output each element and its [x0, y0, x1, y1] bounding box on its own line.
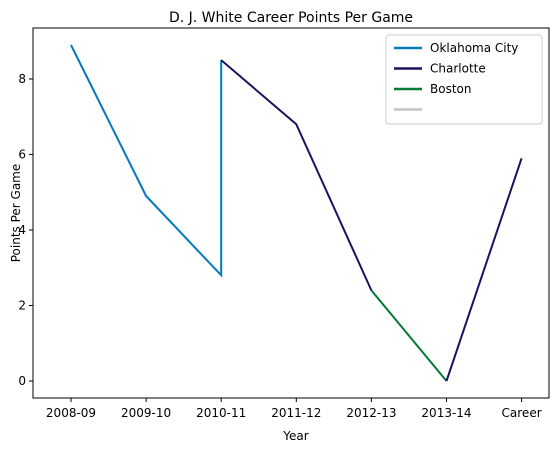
x-tick-label: 2012-13 — [346, 406, 396, 420]
chart-title: D. J. White Career Points Per Game — [169, 10, 413, 26]
legend-label: Boston — [430, 82, 471, 96]
series-line-1 — [220, 59, 373, 291]
legend-label: Oklahoma City — [430, 41, 518, 55]
y-tick-label: 2 — [18, 299, 26, 313]
y-tick-label: 4 — [18, 223, 26, 237]
series-line-2 — [370, 289, 448, 382]
x-tick-label: 2011-12 — [271, 406, 321, 420]
y-tick-label: 8 — [18, 72, 26, 86]
series-line-0 — [70, 44, 223, 278]
y-tick-label: 0 — [18, 374, 26, 388]
x-tick-label: Career — [502, 406, 542, 420]
x-axis-label: Year — [282, 429, 308, 443]
x-tick-label: 2013-14 — [421, 406, 471, 420]
series-lines — [70, 44, 523, 382]
x-tick-label: 2010-11 — [196, 406, 246, 420]
x-axis: 2008-09 2009-10 2010-11 2011-12 2012-13 2013-… — [46, 398, 542, 420]
y-axis-label: Points Per Game — [9, 164, 23, 263]
legend: Oklahoma City Charlotte Boston — [385, 34, 543, 125]
legend-label: Charlotte — [430, 62, 486, 76]
y-axis: 0 2 4 6 8 — [18, 72, 33, 388]
x-tick-label: 2008-09 — [46, 406, 96, 420]
plot-frame — [32, 27, 550, 399]
x-tick-label: 2009-10 — [121, 406, 171, 420]
legend-box — [385, 34, 543, 125]
y-tick-label: 6 — [18, 147, 26, 161]
series-line-3 — [445, 157, 523, 382]
